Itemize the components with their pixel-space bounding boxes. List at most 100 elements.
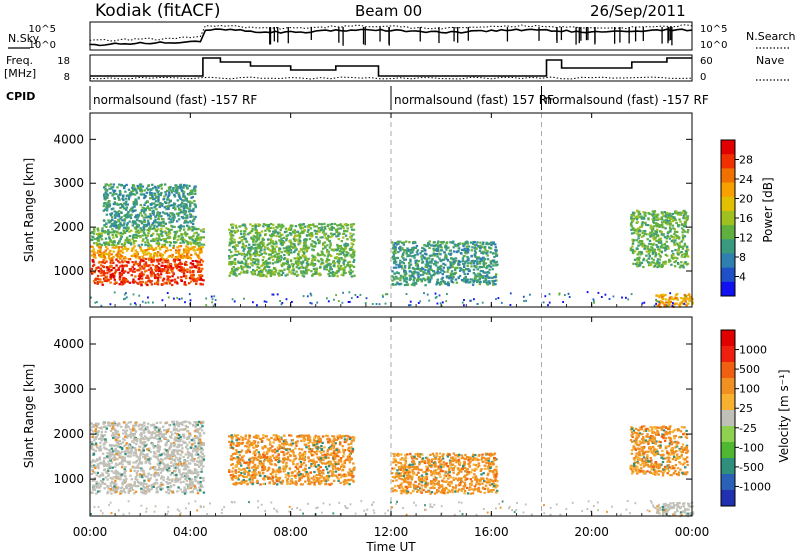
power-cell xyxy=(174,190,177,193)
power-cell xyxy=(347,261,350,264)
power-cell xyxy=(181,199,184,202)
power-cell xyxy=(193,217,196,221)
power-cell xyxy=(152,254,156,257)
power-cell xyxy=(651,230,654,233)
power-cell xyxy=(298,238,301,241)
power-cell xyxy=(240,265,243,268)
power-cell xyxy=(151,270,154,273)
power-cell xyxy=(662,262,666,265)
velocity-cell xyxy=(118,442,121,446)
power-cell xyxy=(335,256,339,259)
power-cell xyxy=(449,241,452,244)
power-cell xyxy=(125,194,129,197)
power-colorbar-label: Power [dB] xyxy=(761,177,775,242)
power-cell xyxy=(429,266,432,269)
power-cell xyxy=(295,270,298,273)
power-cell xyxy=(158,267,161,270)
power-cell xyxy=(403,264,407,267)
power-cell xyxy=(420,278,424,282)
power-cell xyxy=(674,211,677,215)
power-cell xyxy=(180,203,183,206)
power-cell xyxy=(144,251,147,254)
power-cell xyxy=(645,223,648,226)
power-cell xyxy=(650,249,653,252)
power-cell xyxy=(149,197,152,200)
power-cell xyxy=(313,229,316,232)
power-cell xyxy=(661,244,664,247)
power-cell xyxy=(652,261,655,264)
power-cell xyxy=(119,254,122,257)
power-cell xyxy=(305,250,309,253)
power-cell xyxy=(634,215,637,218)
power-cell xyxy=(104,249,107,252)
power-cell xyxy=(139,187,142,190)
power-cell xyxy=(438,252,441,255)
power-cell xyxy=(678,213,681,216)
power-cell xyxy=(424,263,428,266)
power-cell xyxy=(682,225,686,228)
power-cell xyxy=(419,274,422,277)
power-cell xyxy=(652,234,655,237)
power-cell xyxy=(151,183,154,186)
power-cell xyxy=(90,238,94,241)
power-cell xyxy=(106,232,110,235)
power-cell xyxy=(152,301,154,304)
power-cell xyxy=(106,193,110,197)
power-cell xyxy=(445,300,448,303)
power-cell xyxy=(467,249,470,252)
power-cell xyxy=(658,258,662,261)
power-cell xyxy=(273,248,276,251)
power-cell xyxy=(112,191,116,194)
power-cell xyxy=(647,252,651,255)
power-cell xyxy=(342,236,345,239)
power-cell xyxy=(337,265,340,268)
power-cell xyxy=(666,232,670,235)
power-cell xyxy=(474,275,477,278)
power-colorbar-tick-label: 16 xyxy=(739,212,753,225)
power-cell xyxy=(631,218,634,221)
power-cell xyxy=(161,270,164,273)
velocity-cell xyxy=(173,438,176,441)
power-cell xyxy=(146,275,149,278)
velocity-cell xyxy=(184,490,188,493)
power-cell xyxy=(639,216,642,219)
power-cell xyxy=(393,256,397,259)
power-cell xyxy=(165,227,168,230)
power-cell xyxy=(293,234,297,237)
power-cell xyxy=(231,254,234,258)
power-cell xyxy=(100,254,103,257)
power-cell xyxy=(478,249,482,252)
power-cell xyxy=(126,280,129,283)
power-cell xyxy=(440,246,443,249)
power-cell xyxy=(173,225,176,228)
power-cell xyxy=(463,269,466,272)
power-cell xyxy=(669,221,672,224)
power-cell xyxy=(194,259,197,263)
power-cell xyxy=(658,296,661,299)
power-cell xyxy=(196,248,199,251)
power-cell xyxy=(399,265,403,268)
power-cell xyxy=(641,245,644,248)
velocity-cell xyxy=(174,466,178,469)
power-cell xyxy=(106,207,109,210)
power-cell xyxy=(175,212,179,215)
power-cell xyxy=(664,227,667,230)
power-cell xyxy=(176,276,180,279)
power-colorbar-tick-label: 8 xyxy=(739,251,746,264)
power-cell xyxy=(439,268,443,271)
power-cell xyxy=(414,281,417,284)
power-cell xyxy=(150,223,154,227)
power-cell xyxy=(663,304,666,307)
power-cell xyxy=(262,223,266,226)
power-cell xyxy=(169,268,173,271)
power-cell xyxy=(267,238,270,241)
power-cell xyxy=(251,230,254,233)
power-cell xyxy=(678,245,681,248)
power-cell xyxy=(643,244,647,247)
power-cell xyxy=(154,276,157,280)
velocity-cell xyxy=(158,437,161,440)
power-cell xyxy=(458,242,462,245)
power-cell xyxy=(631,245,634,248)
power-cell xyxy=(274,261,277,264)
power-cell xyxy=(306,247,309,250)
